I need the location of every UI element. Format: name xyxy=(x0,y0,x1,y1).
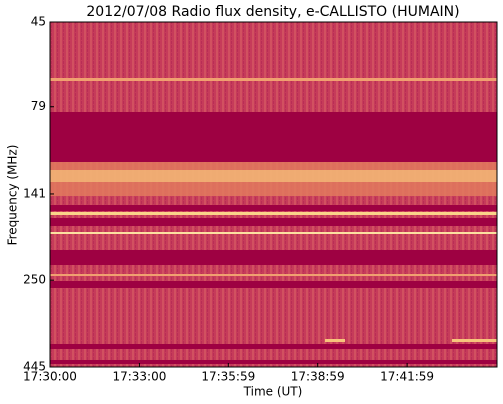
spectrogram-texture xyxy=(50,274,497,276)
spectrogram-texture xyxy=(325,339,345,342)
y-axis-label: Frequency (MHz) xyxy=(6,145,20,246)
y-tick-label: 250 xyxy=(23,273,46,287)
spectrogram-texture xyxy=(50,250,497,265)
x-axis-label: Time (UT) xyxy=(243,385,303,399)
plot-frame xyxy=(49,21,498,368)
chart-title: 2012/07/08 Radio flux density, e-CALLIST… xyxy=(86,4,459,20)
spectrogram-texture xyxy=(50,205,497,211)
spectrogram-texture xyxy=(50,170,497,182)
spectrogram-texture xyxy=(452,339,497,342)
spectrogram-texture xyxy=(50,360,497,364)
x-tick-label: 17:35:59 xyxy=(201,370,255,384)
spectrogram-texture xyxy=(50,218,497,226)
spectrogram-texture xyxy=(50,281,497,288)
spectrogram-texture xyxy=(50,212,497,215)
y-tick-label: 45 xyxy=(31,15,46,29)
spectrogram-texture xyxy=(50,232,497,234)
spectrogram-texture xyxy=(50,112,497,162)
y-tick-label: 445 xyxy=(23,360,46,374)
x-tick-label: 17:33:00 xyxy=(112,370,166,384)
y-tick-label: 79 xyxy=(31,99,46,113)
spectrogram-texture xyxy=(50,344,497,349)
y-tick-label: 141 xyxy=(23,186,46,200)
spectrogram-texture xyxy=(50,78,497,81)
x-tick-label: 17:38:59 xyxy=(291,370,345,384)
spectrogram xyxy=(50,22,497,367)
x-tick-label: 17:41:59 xyxy=(380,370,434,384)
x-tick-label: 17:30:00 xyxy=(23,370,77,384)
